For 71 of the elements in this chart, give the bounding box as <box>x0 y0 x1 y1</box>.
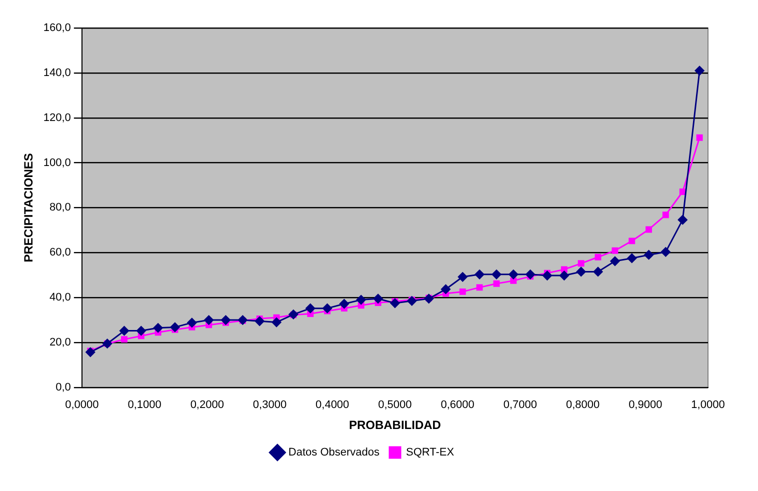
y-tick-label: 20,0 <box>50 336 71 349</box>
point <box>339 299 349 309</box>
x-tick-label: 0,8000 <box>566 399 600 412</box>
y-tick-label: 40,0 <box>50 292 71 304</box>
x-axis-title: PROBABILIDAD <box>348 418 442 432</box>
x-tick-label: 0,5000 <box>378 399 412 412</box>
point <box>542 270 552 280</box>
x-tick-label: 0,6000 <box>440 399 474 412</box>
point <box>458 272 468 282</box>
x-tick-label: 0,7000 <box>503 399 538 412</box>
point <box>373 294 383 304</box>
point <box>508 270 518 280</box>
point <box>474 270 484 280</box>
point <box>390 298 400 308</box>
point <box>170 322 180 332</box>
point <box>610 256 620 266</box>
point <box>220 315 230 325</box>
point <box>559 270 569 280</box>
point <box>440 284 450 294</box>
y-tick-label: 160,0 <box>43 22 71 34</box>
point <box>612 247 618 254</box>
point <box>662 212 669 218</box>
legend-label: SQRT-EX <box>406 446 455 459</box>
point <box>660 247 670 257</box>
point <box>594 254 602 260</box>
x-tick-label: 0,4000 <box>316 399 350 412</box>
legend-label: Datos Observados <box>288 446 380 459</box>
x-tick-label: 0,9000 <box>628 399 662 412</box>
y-tick-label: 80,0 <box>50 202 71 214</box>
point <box>576 266 586 276</box>
point <box>356 295 366 305</box>
x-tick-label: 0,3000 <box>252 399 287 412</box>
point <box>593 266 603 276</box>
point <box>492 270 502 280</box>
point <box>204 315 214 325</box>
point <box>407 296 417 306</box>
point <box>322 304 332 314</box>
point <box>187 318 197 328</box>
point <box>526 270 536 280</box>
y-tick-label: 120,0 <box>43 112 71 124</box>
point <box>646 226 652 233</box>
point <box>679 188 686 195</box>
point <box>153 323 163 333</box>
point <box>272 318 282 328</box>
point <box>510 277 517 284</box>
point <box>560 266 568 273</box>
point <box>136 326 146 336</box>
point <box>120 326 129 336</box>
point <box>627 253 637 263</box>
point <box>306 304 316 314</box>
point <box>121 336 128 343</box>
point <box>476 284 483 291</box>
x-tick-label: 0,1000 <box>128 399 162 412</box>
point <box>644 250 654 260</box>
x-tick-label: 1,0000 <box>691 399 725 412</box>
x-tick-label: 0,2000 <box>190 399 224 412</box>
point <box>254 316 264 326</box>
y-tick-label: 140,0 <box>43 66 71 79</box>
point <box>694 66 704 76</box>
point <box>578 260 584 267</box>
y-axis-title: PRECIPITACIONES <box>22 153 36 262</box>
point <box>86 347 96 357</box>
x-tick-label: 0,0000 <box>65 399 99 412</box>
point <box>628 238 636 244</box>
y-tick-label: 100,0 <box>43 156 71 169</box>
point <box>678 215 688 225</box>
point <box>493 280 500 287</box>
y-tick-label: 60,0 <box>50 246 71 259</box>
y-tick-label: 0,0 <box>56 381 71 394</box>
point <box>696 134 703 141</box>
point <box>459 288 466 295</box>
